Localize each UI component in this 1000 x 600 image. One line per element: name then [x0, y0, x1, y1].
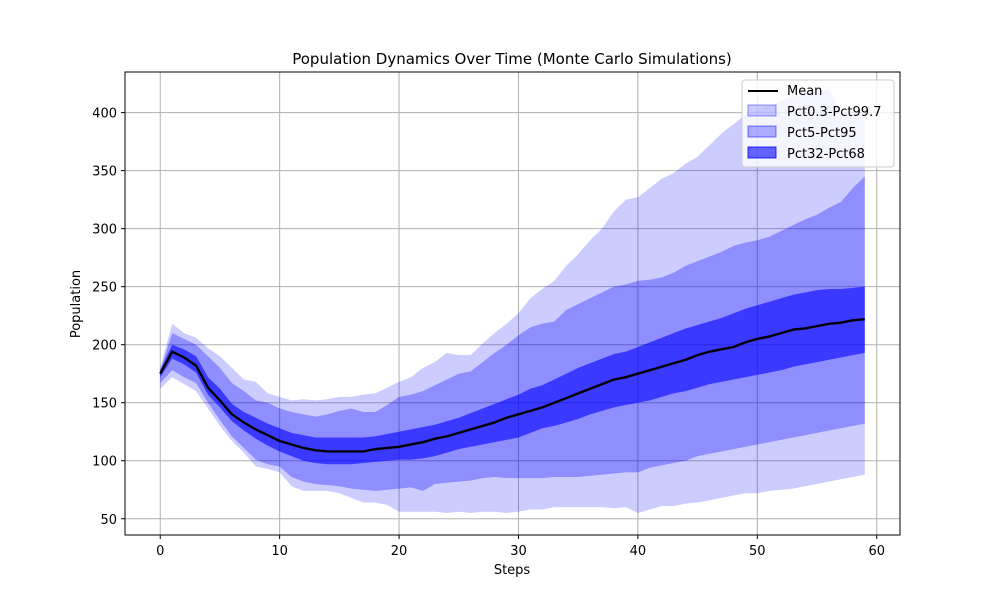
x-tick-label: 30 [510, 544, 527, 559]
y-tick-label: 350 [92, 165, 117, 180]
y-tick-label: 400 [92, 107, 117, 122]
percentile-band-2 [160, 286, 865, 465]
legend-band-1-swatch [747, 125, 777, 138]
y-tick-label: 200 [92, 339, 117, 354]
x-tick-label: 50 [749, 544, 766, 559]
legend: Mean Pct0.3-Pct99.7 Pct5-Pct95 Pct32-Pct… [741, 79, 895, 168]
legend-band-1-label: Pct5-Pct95 [787, 126, 857, 141]
legend-band-2-label: Pct32-Pct68 [787, 147, 865, 162]
x-tick-label: 60 [868, 544, 885, 559]
y-tick-label: 300 [92, 223, 117, 238]
percentile-bands [160, 89, 865, 513]
x-tick-label: 10 [271, 544, 288, 559]
legend-band-2-swatch [747, 146, 777, 159]
x-tick-label: 20 [391, 544, 408, 559]
chart-title: Population Dynamics Over Time (Monte Car… [292, 50, 732, 68]
y-tick-label: 100 [92, 455, 117, 470]
y-tick-label: 150 [92, 397, 117, 412]
legend-band-0-swatch [747, 104, 777, 117]
x-tick-label: 40 [630, 544, 647, 559]
percentile-band-1 [160, 176, 865, 491]
y-tick-label: 50 [100, 513, 117, 528]
mean-line-layer [159, 317, 865, 453]
axis-ticks: 0 10 20 30 40 50 60 50 100 150 200 250 300 350 400 [92, 107, 885, 559]
legend-band-0-label: Pct0.3-Pct99.7 [787, 105, 881, 120]
legend-mean-label: Mean [787, 84, 822, 99]
x-axis-label: Steps [494, 563, 531, 578]
plot-frame [124, 71, 901, 536]
y-axis-label: Population [69, 270, 84, 338]
mean-line [159, 317, 865, 453]
legend-box [741, 79, 895, 168]
x-tick-label: 0 [156, 544, 164, 559]
y-tick-label: 250 [92, 281, 117, 296]
percentile-band-0 [160, 89, 865, 513]
